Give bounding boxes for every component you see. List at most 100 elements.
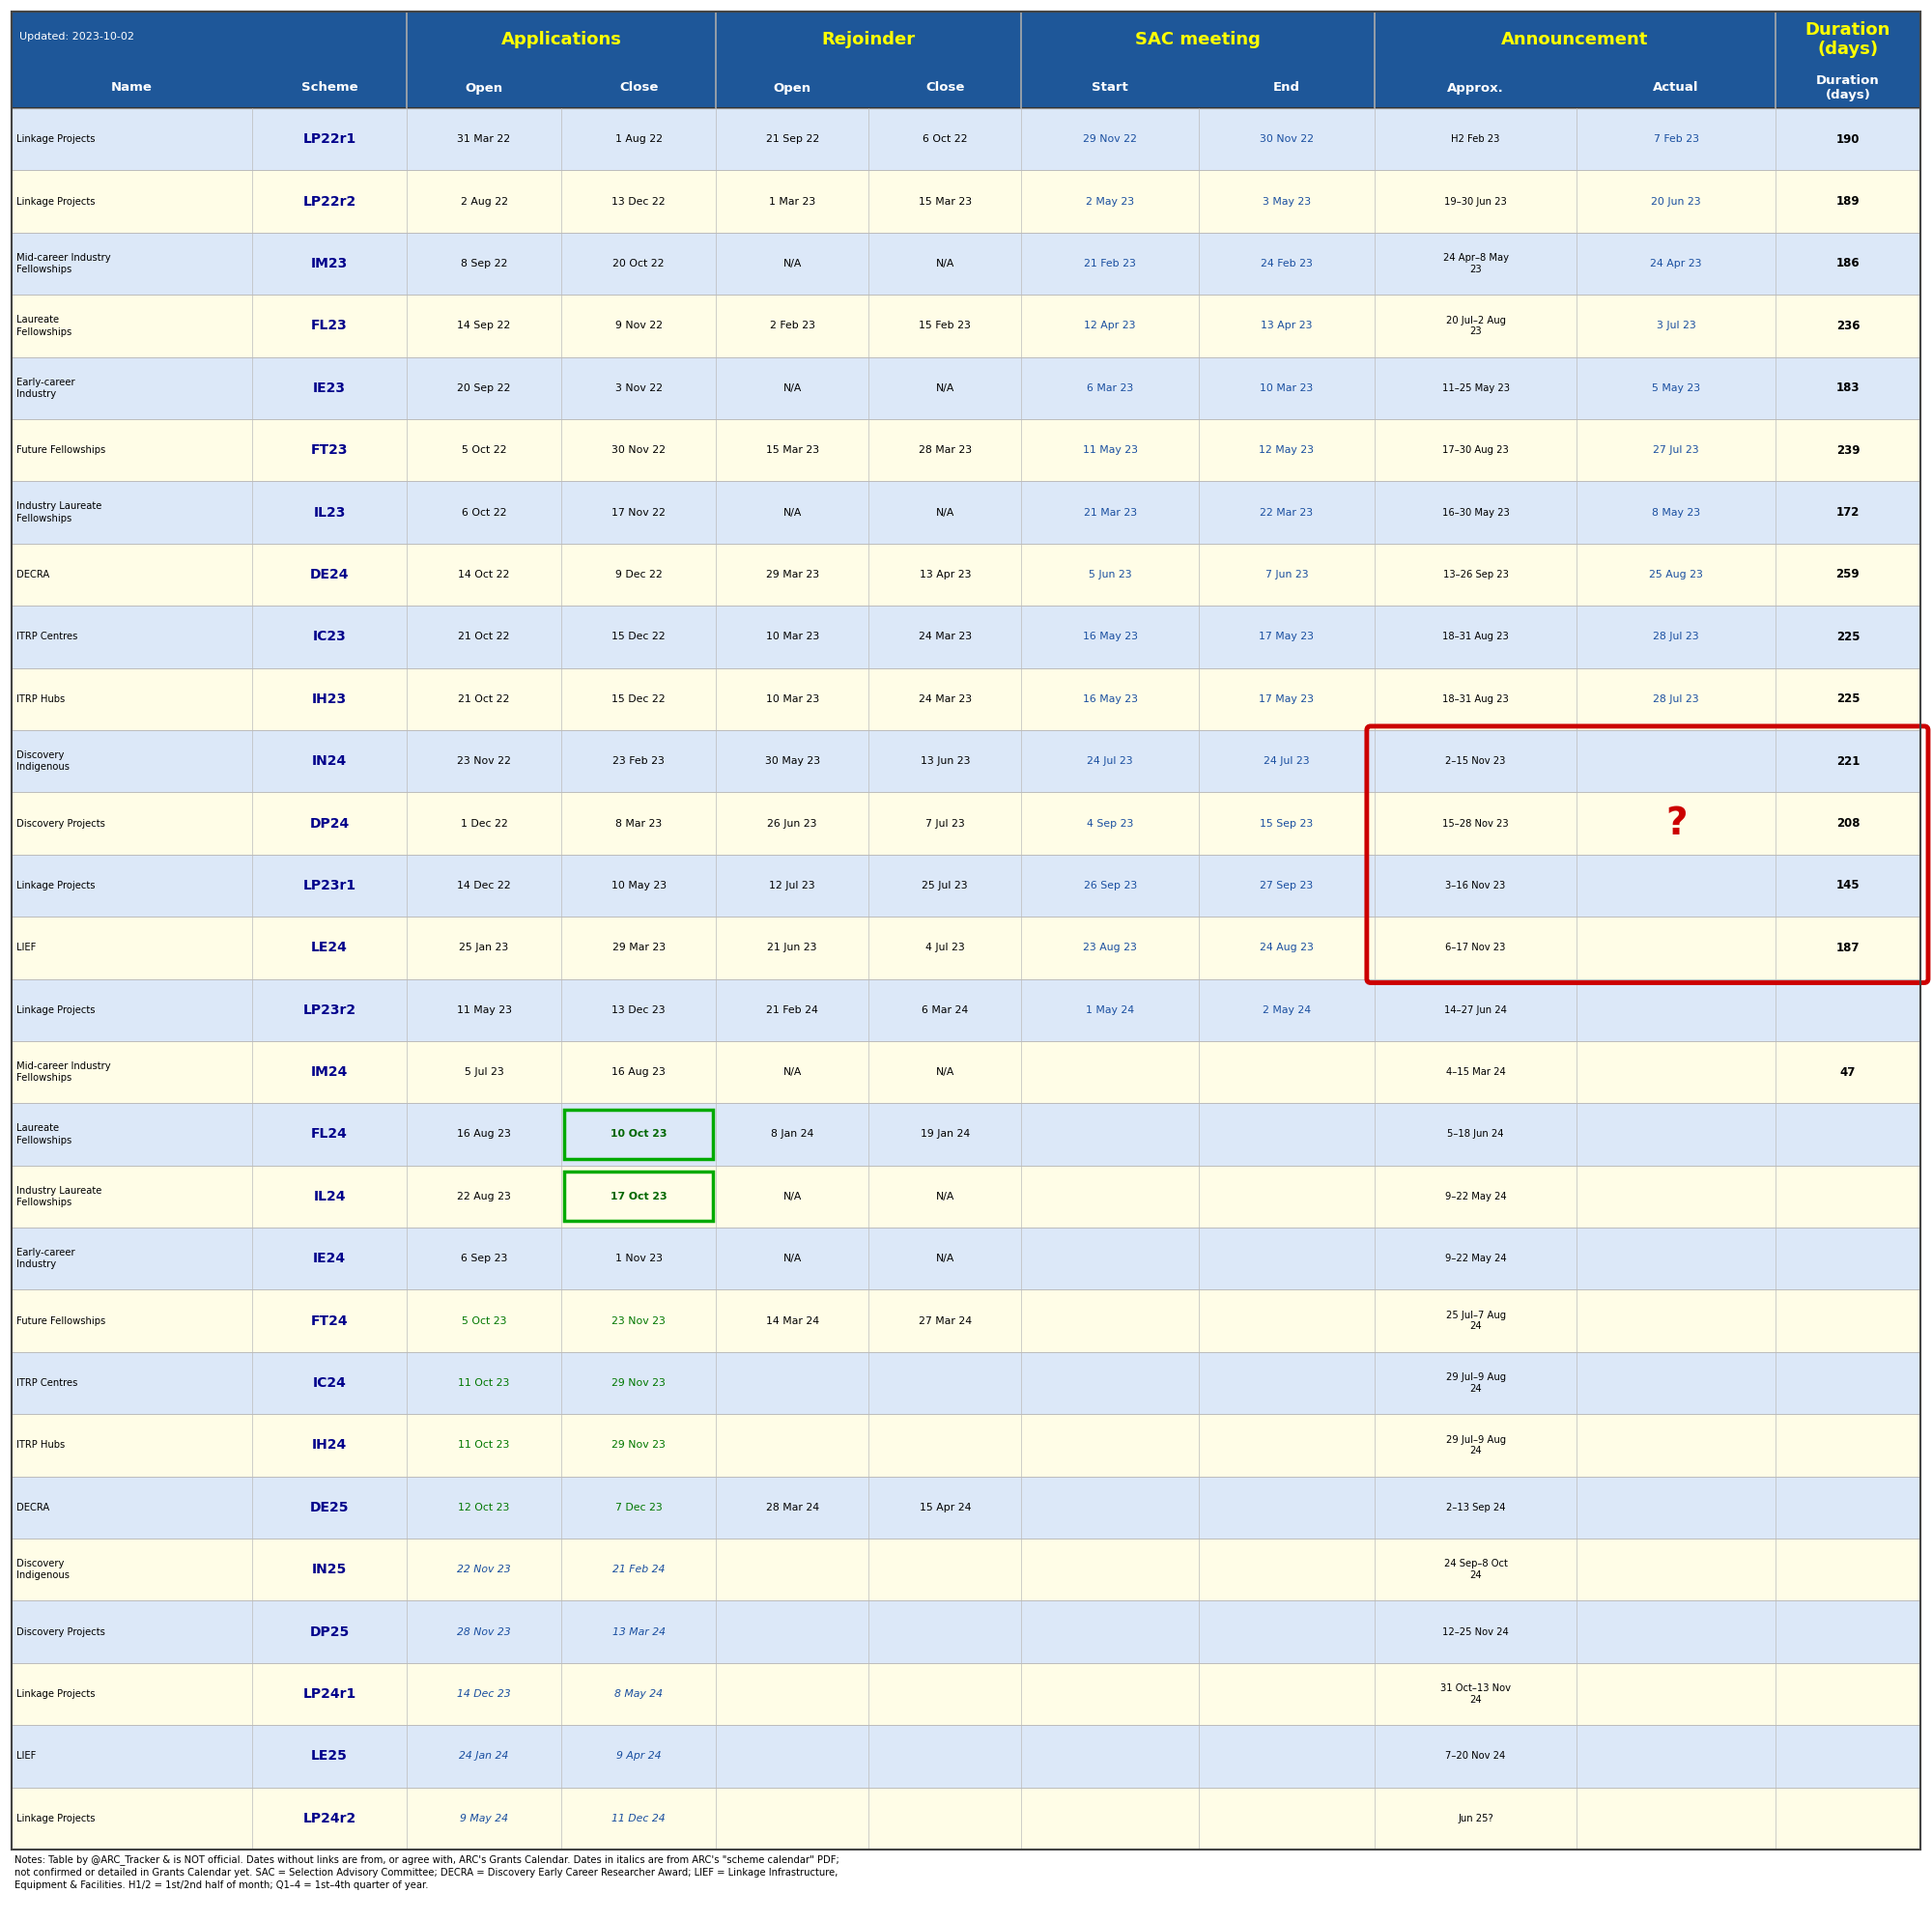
Bar [12, 1725, 1920, 1787]
Text: 22 Nov 23: 22 Nov 23 [458, 1566, 510, 1575]
Bar [12, 482, 1920, 544]
Text: 8 Jan 24: 8 Jan 24 [771, 1130, 813, 1139]
Text: 2–15 Nov 23: 2–15 Nov 23 [1445, 757, 1505, 766]
Text: 172: 172 [1835, 505, 1861, 519]
Text: 17 May 23: 17 May 23 [1260, 693, 1314, 703]
Text: 28 Mar 23: 28 Mar 23 [918, 446, 972, 455]
Text: 21 Jun 23: 21 Jun 23 [767, 943, 817, 953]
Text: IH23: IH23 [311, 692, 348, 705]
Bar [12, 1539, 1920, 1600]
Text: 27 Mar 24: 27 Mar 24 [918, 1316, 972, 1325]
Text: 7 Jun 23: 7 Jun 23 [1265, 571, 1308, 580]
Text: 47: 47 [1839, 1066, 1857, 1078]
Text: DECRA: DECRA [15, 1502, 50, 1512]
Text: 183: 183 [1835, 382, 1861, 394]
Bar [12, 357, 1920, 419]
Bar [12, 12, 1920, 108]
Text: 13 Dec 22: 13 Dec 22 [612, 196, 665, 206]
Text: 25 Jul–7 Aug
24: 25 Jul–7 Aug 24 [1445, 1310, 1505, 1331]
Bar [12, 1352, 1920, 1414]
Text: LP23r2: LP23r2 [303, 1003, 355, 1016]
Text: 11–25 May 23: 11–25 May 23 [1441, 382, 1509, 394]
Text: Discovery Projects: Discovery Projects [15, 818, 104, 828]
Text: IN24: IN24 [311, 755, 348, 768]
Text: 15 Apr 24: 15 Apr 24 [920, 1502, 972, 1512]
Text: LE25: LE25 [311, 1750, 348, 1763]
Text: N/A: N/A [935, 507, 954, 517]
Text: 6–17 Nov 23: 6–17 Nov 23 [1445, 943, 1505, 953]
Text: 9 Apr 24: 9 Apr 24 [616, 1752, 661, 1762]
Text: N/A: N/A [782, 1254, 802, 1264]
Text: 14 Mar 24: 14 Mar 24 [765, 1316, 819, 1325]
Text: 1 Aug 22: 1 Aug 22 [614, 134, 663, 144]
Text: 25 Aug 23: 25 Aug 23 [1650, 571, 1704, 580]
Text: 10 May 23: 10 May 23 [611, 880, 667, 891]
Text: 4 Sep 23: 4 Sep 23 [1088, 818, 1134, 828]
Text: 24 Sep–8 Oct
24: 24 Sep–8 Oct 24 [1443, 1560, 1507, 1581]
Text: 11 Oct 23: 11 Oct 23 [458, 1377, 510, 1389]
Bar [12, 108, 1920, 171]
Text: 6 Sep 23: 6 Sep 23 [460, 1254, 508, 1264]
Text: 29 Mar 23: 29 Mar 23 [765, 571, 819, 580]
Text: ITRP Centres: ITRP Centres [15, 1377, 77, 1389]
Text: N/A: N/A [782, 1068, 802, 1078]
Text: LIEF: LIEF [15, 1752, 37, 1762]
Text: Linkage Projects: Linkage Projects [15, 196, 95, 206]
Bar [12, 1166, 1920, 1228]
Text: 24 Apr–8 May
23: 24 Apr–8 May 23 [1443, 254, 1509, 275]
Text: 7 Jul 23: 7 Jul 23 [925, 818, 964, 828]
Text: DE24: DE24 [309, 569, 350, 582]
Text: 3 Nov 22: 3 Nov 22 [614, 382, 663, 394]
Text: 21 Oct 22: 21 Oct 22 [458, 693, 510, 703]
Text: Future Fellowships: Future Fellowships [15, 1316, 106, 1325]
Text: 21 Feb 24: 21 Feb 24 [612, 1566, 665, 1575]
Text: 17–30 Aug 23: 17–30 Aug 23 [1443, 446, 1509, 455]
Text: 16 Aug 23: 16 Aug 23 [458, 1130, 510, 1139]
Text: 186: 186 [1835, 257, 1861, 271]
Text: IM24: IM24 [311, 1066, 348, 1080]
Text: 30 May 23: 30 May 23 [765, 757, 819, 766]
Bar [12, 980, 1920, 1041]
Text: 13 Dec 23: 13 Dec 23 [612, 1005, 665, 1014]
Text: 29 Jul–9 Aug
24: 29 Jul–9 Aug 24 [1445, 1374, 1505, 1393]
Text: ITRP Hubs: ITRP Hubs [15, 693, 66, 703]
Text: Linkage Projects: Linkage Projects [15, 880, 95, 891]
Text: DP25: DP25 [309, 1625, 350, 1639]
Text: 25 Jul 23: 25 Jul 23 [922, 880, 968, 891]
Text: IC23: IC23 [313, 630, 346, 644]
Text: 2 Aug 22: 2 Aug 22 [460, 196, 508, 206]
Text: Name: Name [112, 81, 153, 94]
Text: LP22r2: LP22r2 [303, 194, 355, 207]
Text: LP24r2: LP24r2 [303, 1812, 355, 1825]
Text: Linkage Projects: Linkage Projects [15, 1005, 95, 1014]
Text: 31 Mar 22: 31 Mar 22 [458, 134, 510, 144]
Text: FT24: FT24 [311, 1314, 348, 1327]
Text: Early-career
Industry: Early-career Industry [15, 377, 75, 400]
Text: Applications: Applications [500, 31, 622, 48]
Text: H2 Feb 23: H2 Feb 23 [1451, 134, 1499, 144]
Text: 31 Oct–13 Nov
24: 31 Oct–13 Nov 24 [1441, 1683, 1511, 1704]
Text: IC24: IC24 [313, 1375, 346, 1391]
Text: 5 May 23: 5 May 23 [1652, 382, 1700, 394]
Text: 208: 208 [1835, 816, 1861, 830]
Text: 25 Jan 23: 25 Jan 23 [460, 943, 508, 953]
Text: Rejoinder: Rejoinder [821, 31, 916, 48]
Text: 24 Mar 23: 24 Mar 23 [918, 693, 972, 703]
Text: 3 Jul 23: 3 Jul 23 [1656, 321, 1696, 330]
Text: Duration
(days): Duration (days) [1804, 21, 1891, 58]
Text: 26 Sep 23: 26 Sep 23 [1084, 880, 1136, 891]
Text: N/A: N/A [935, 382, 954, 394]
Text: 13 Apr 23: 13 Apr 23 [920, 571, 972, 580]
Text: 225: 225 [1835, 630, 1861, 644]
Text: 9 Nov 22: 9 Nov 22 [614, 321, 663, 330]
Text: 9–22 May 24: 9–22 May 24 [1445, 1191, 1507, 1201]
Text: 20 Jun 23: 20 Jun 23 [1652, 196, 1700, 206]
Text: 12 May 23: 12 May 23 [1260, 446, 1314, 455]
Text: 5 Oct 22: 5 Oct 22 [462, 446, 506, 455]
Text: 1 May 24: 1 May 24 [1086, 1005, 1134, 1014]
Text: 27 Jul 23: 27 Jul 23 [1654, 446, 1698, 455]
Text: 15 Sep 23: 15 Sep 23 [1260, 818, 1314, 828]
Text: N/A: N/A [935, 1191, 954, 1201]
Text: 30 Nov 22: 30 Nov 22 [612, 446, 667, 455]
Text: 225: 225 [1835, 693, 1861, 705]
